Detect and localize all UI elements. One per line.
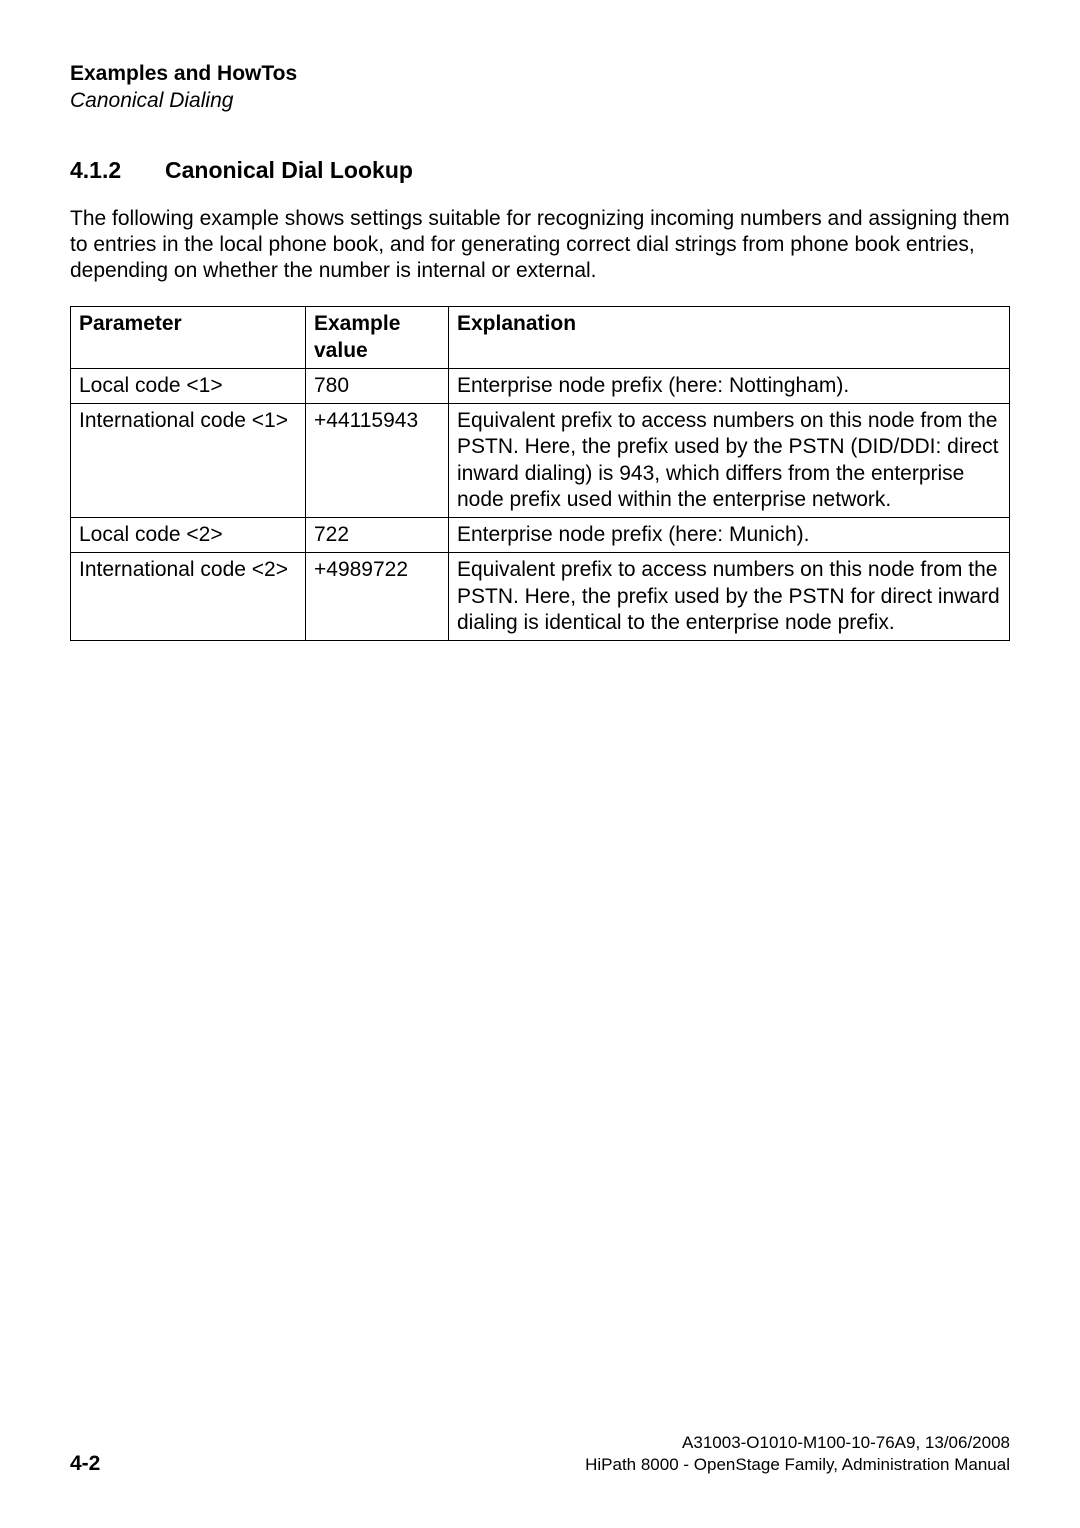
table-row: Local code <2> 722 Enterprise node prefi… (71, 518, 1010, 553)
table-row: International code <1> +44115943 Equival… (71, 404, 1010, 518)
cell-explanation: Enterprise node prefix (here: Nottingham… (449, 368, 1010, 403)
cell-example: +44115943 (306, 404, 449, 518)
table-header-row: Parameter Example value Explanation (71, 307, 1010, 369)
column-header-explanation: Explanation (449, 307, 1010, 369)
header-subtitle: Canonical Dialing (70, 87, 1010, 114)
cell-parameter: Local code <2> (71, 518, 306, 553)
cell-parameter: International code <2> (71, 553, 306, 641)
column-header-example: Example value (306, 307, 449, 369)
table-row: International code <2> +4989722 Equivale… (71, 553, 1010, 641)
page-header: Examples and HowTos Canonical Dialing (70, 60, 1010, 115)
section-title: Canonical Dial Lookup (165, 157, 413, 183)
footer-page-number: 4-2 (70, 1452, 100, 1476)
header-title: Examples and HowTos (70, 60, 1010, 87)
cell-example: +4989722 (306, 553, 449, 641)
cell-explanation: Equivalent prefix to access numbers on t… (449, 404, 1010, 518)
footer-doc-id: A31003-O1010-M100-10-76A9, 13/06/2008 (70, 1432, 1010, 1454)
cell-explanation: Enterprise node prefix (here: Munich). (449, 518, 1010, 553)
table-row: Local code <1> 780 Enterprise node prefi… (71, 368, 1010, 403)
footer-doc-info: A31003-O1010-M100-10-76A9, 13/06/2008 Hi… (70, 1432, 1010, 1476)
section-number: 4.1.2 (70, 157, 165, 184)
column-header-parameter: Parameter (71, 307, 306, 369)
cell-parameter: International code <1> (71, 404, 306, 518)
section-heading: 4.1.2Canonical Dial Lookup (70, 157, 1010, 184)
footer-doc-title: HiPath 8000 - OpenStage Family, Administ… (70, 1454, 1010, 1476)
cell-explanation: Equivalent prefix to access numbers on t… (449, 553, 1010, 641)
cell-parameter: Local code <1> (71, 368, 306, 403)
parameter-table: Parameter Example value Explanation Loca… (70, 306, 1010, 641)
cell-example: 722 (306, 518, 449, 553)
page-footer: 4-2 A31003-O1010-M100-10-76A9, 13/06/200… (70, 1432, 1010, 1476)
cell-example: 780 (306, 368, 449, 403)
intro-paragraph: The following example shows settings sui… (70, 206, 1010, 285)
